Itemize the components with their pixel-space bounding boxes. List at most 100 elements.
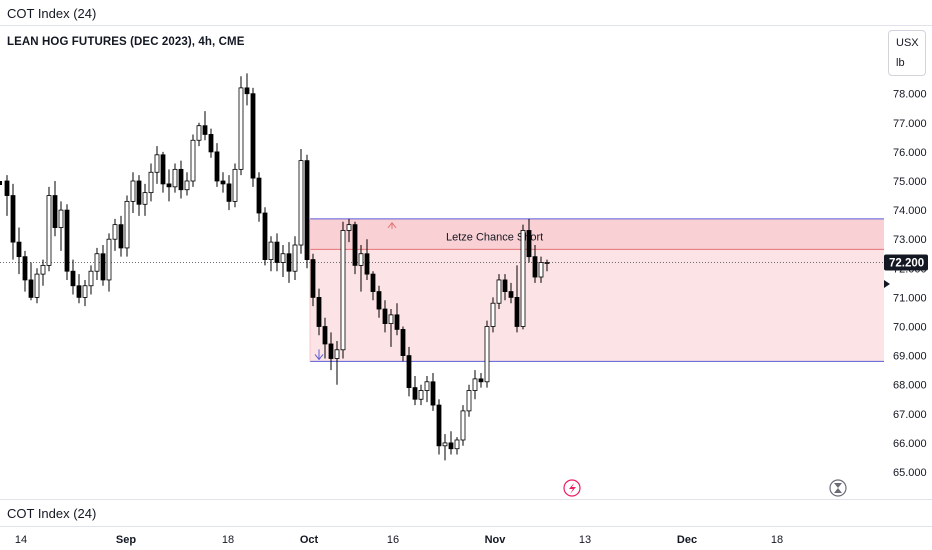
candle-body: [544, 262, 550, 264]
candle-body: [508, 291, 514, 298]
candles-layer: [0, 73, 550, 461]
y-tick-label: 71.000: [893, 292, 927, 304]
candle-body: [184, 180, 190, 191]
candle-body: [100, 253, 106, 281]
candle-body: [412, 387, 418, 400]
candle-body: [454, 439, 460, 450]
lightning-icon: [563, 479, 581, 497]
candle-body: [358, 253, 364, 266]
time-axis[interactable]: 14 Sep 18 Oct 16 Nov 13 Dec 18: [15, 534, 783, 546]
candle-body: [154, 154, 160, 173]
candle-body: [274, 241, 280, 263]
candle-body: [142, 192, 148, 205]
candle-body: [376, 291, 382, 310]
candle-body: [520, 230, 526, 327]
candle-body: [346, 224, 352, 231]
x-tick-label: Dec: [677, 534, 697, 546]
y-tick-label: 75.000: [893, 176, 927, 188]
candle-body: [16, 241, 22, 258]
hourglass-icon: [829, 479, 847, 497]
candle-body: [208, 134, 214, 153]
candle-body: [310, 259, 316, 298]
candle-body: [136, 180, 142, 205]
candle-body: [340, 230, 346, 351]
candle-body: [424, 381, 430, 391]
currency-unit-selector[interactable]: USX lb: [888, 30, 926, 76]
chart-icons: [563, 479, 847, 497]
last-price-value: 72.200: [889, 257, 924, 269]
candle-body: [292, 244, 298, 272]
candle-body: [172, 168, 178, 188]
candle-body: [250, 93, 256, 179]
candle-body: [526, 230, 532, 258]
top-pane-separator: [0, 25, 932, 26]
candle-body: [538, 262, 544, 278]
x-tick-label: Sep: [116, 534, 136, 546]
candle-body: [232, 168, 238, 202]
candle-body: [490, 302, 496, 327]
candle-body: [10, 195, 16, 243]
candle-body: [82, 285, 88, 298]
candle-body: [178, 168, 184, 191]
bottom-pane-separator: [0, 499, 932, 500]
lightning-bolt: [569, 483, 576, 494]
y-tick-label: 65.000: [893, 467, 927, 479]
candle-body: [436, 404, 442, 447]
x-tick-label: 18: [222, 534, 234, 546]
y-tick-label: 69.000: [893, 351, 927, 363]
candle-body: [238, 87, 244, 170]
bottom-indicator-label[interactable]: COT Index (24): [7, 506, 97, 521]
candle-body: [22, 256, 28, 281]
top-indicator-label[interactable]: COT Index (24): [7, 6, 97, 21]
candle-body: [214, 151, 220, 182]
x-tick-label: 16: [387, 534, 399, 546]
candle-body: [382, 308, 388, 324]
candle-body: [328, 343, 334, 359]
candle-body: [400, 329, 406, 357]
candle-body: [430, 381, 436, 406]
candle-body: [118, 224, 124, 249]
candle-body: [472, 378, 478, 391]
candle-body: [202, 125, 208, 135]
candle-body: [418, 390, 424, 400]
candle-body: [190, 139, 196, 182]
chart-title: LEAN HOG FUTURES (DEC 2023), 4h, CME: [7, 36, 245, 48]
candle-body: [496, 279, 502, 304]
candle-body: [226, 183, 232, 202]
candle-body: [4, 180, 10, 196]
x-tick-label: Oct: [300, 534, 319, 546]
candle-body: [280, 253, 286, 263]
last-price-tag: [884, 254, 928, 271]
zone-lower-fill: [310, 249, 884, 362]
x-tick-label: Nov: [485, 534, 507, 546]
candle-body: [148, 171, 154, 194]
y-tick-label: 77.000: [893, 118, 927, 130]
candle-body: [70, 270, 76, 287]
candle-body: [220, 180, 226, 185]
candle-body: [448, 442, 454, 450]
candle-body: [286, 253, 292, 272]
y-tick-label: 68.000: [893, 380, 927, 392]
candle-body: [352, 224, 358, 266]
candle-body: [466, 390, 472, 412]
hourglass-shape: [834, 483, 842, 493]
triangle-right-icon: [884, 280, 890, 288]
candle-body: [46, 195, 52, 266]
candle-offscreen: [0, 181, 2, 185]
y-tick-label: 74.000: [893, 205, 927, 217]
candle-body: [370, 273, 376, 292]
y-tick-label: 78.000: [893, 89, 927, 101]
zone-down-arrow: [314, 349, 324, 361]
y-tick-label: 67.000: [893, 409, 927, 421]
x-tick-label: 18: [771, 534, 783, 546]
annotation-zone-layer: Letze Chance Short: [309, 218, 884, 362]
zone-up-arrow: [387, 222, 397, 229]
candle-body: [106, 238, 112, 281]
candle-body: [388, 314, 394, 324]
candle-body: [514, 296, 520, 327]
candle-body: [130, 180, 136, 202]
price-axis[interactable]: 65.000 66.000 67.000 68.000 69.000 70.000 71.0…: [884, 89, 928, 479]
x-tick-label: 14: [15, 534, 27, 546]
x-tick-label: 13: [579, 534, 591, 546]
